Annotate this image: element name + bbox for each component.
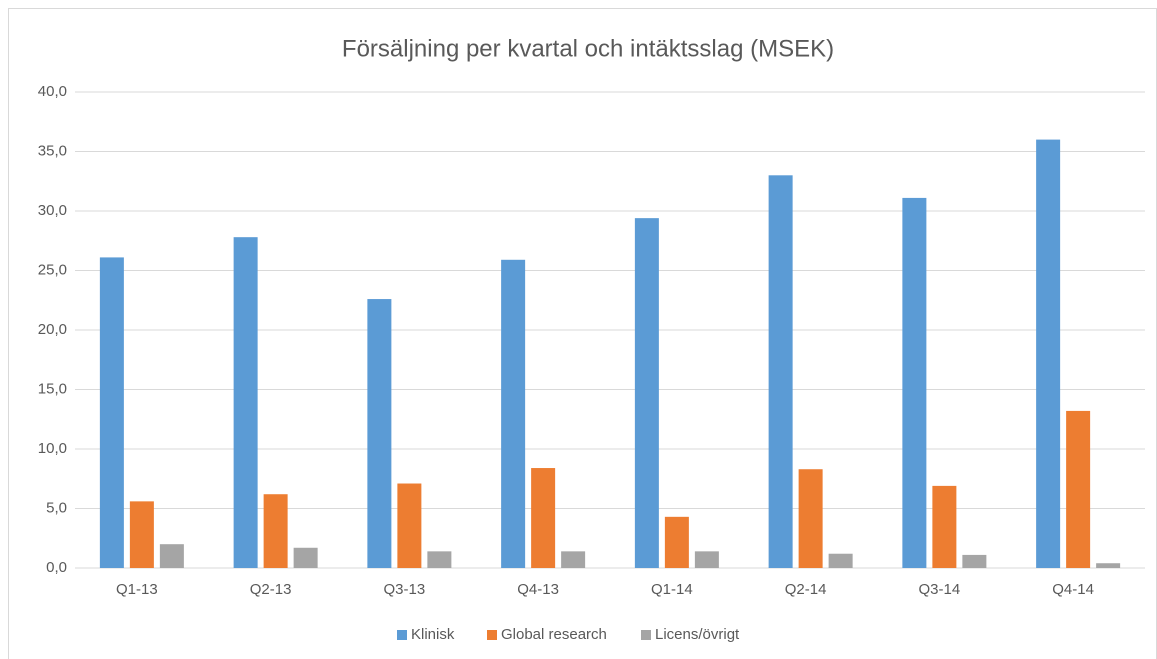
legend-label: Klinisk [411,626,455,643]
x-tick-label: Q4-13 [517,581,559,598]
y-tick-label: 5,0 [46,499,67,516]
bar [263,494,288,568]
bar [367,299,392,568]
bar [397,483,422,568]
y-tick-label: 35,0 [38,142,67,159]
bar [664,516,689,568]
y-tick-label: 0,0 [46,559,67,576]
bar [99,257,124,568]
y-tick-label: 40,0 [38,83,67,100]
bar [159,544,184,568]
legend-swatch [487,630,497,640]
legend-label: Global research [501,626,607,643]
y-tick-label: 25,0 [38,261,67,278]
bar [828,553,853,568]
legend-swatch [641,630,651,640]
bar [932,485,957,568]
x-tick-label: Q3-13 [384,581,426,598]
bar [902,197,927,568]
x-tick-label: Q2-14 [785,581,827,598]
x-tick-label: Q2-13 [250,581,292,598]
bar [634,218,659,568]
bar [293,547,318,568]
bar [531,468,556,568]
bar [233,237,258,568]
x-tick-label: Q3-14 [919,581,961,598]
y-tick-label: 30,0 [38,202,67,219]
chart-title: Försäljning per kvartal och intäktsslag … [342,35,834,62]
bar [768,175,793,569]
bar [694,551,719,568]
y-tick-label: 20,0 [38,321,67,338]
y-tick-label: 15,0 [38,380,67,397]
x-tick-label: Q1-13 [116,581,158,598]
x-tick-label: Q4-14 [1052,581,1094,598]
legend-label: Licens/övrigt [655,626,740,643]
legend-swatch [397,630,407,640]
bar [561,551,586,568]
bar [129,501,154,568]
bar [1066,410,1091,568]
bar [501,259,526,568]
x-tick-label: Q1-14 [651,581,693,598]
chart-border [8,8,1157,659]
y-tick-label: 10,0 [38,440,67,457]
bar [798,469,823,568]
bar [1096,563,1121,568]
bar [1036,139,1061,568]
bar [962,554,987,568]
bar [427,551,452,568]
